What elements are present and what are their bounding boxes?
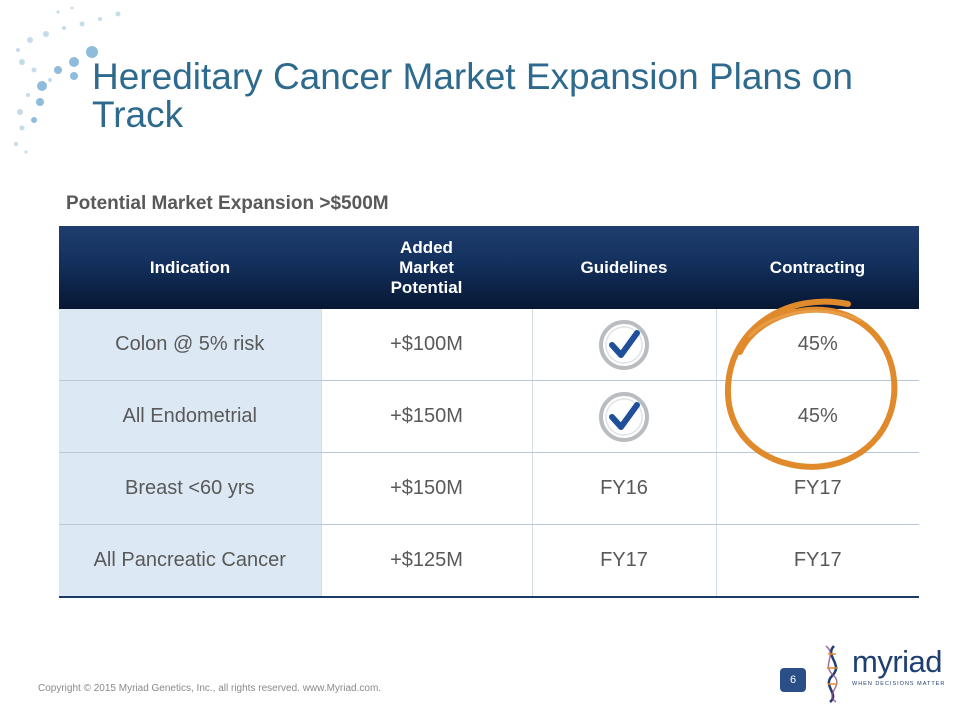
cell-market-potential: +$125M [321, 524, 533, 598]
table-row: Colon @ 5% risk +$100M 45% [59, 309, 919, 381]
checkmark-badge-icon [599, 319, 649, 370]
cell-contracting: 45% [716, 309, 919, 381]
cell-indication: Breast <60 yrs [59, 452, 322, 525]
table-row: All Pancreatic Cancer +$125M FY17 FY17 [59, 524, 919, 598]
table-header-row: Indication Added Market Potential Guidel… [59, 226, 919, 309]
cell-guidelines [532, 380, 717, 453]
column-header-indication: Indication [59, 226, 321, 309]
cell-contracting: 45% [716, 380, 919, 453]
table-row: Breast <60 yrs +$150M FY16 FY17 [59, 452, 919, 525]
page-title: Hereditary Cancer Market Expansion Plans… [92, 56, 853, 135]
cell-indication: All Endometrial [59, 380, 322, 453]
table-subtitle: Potential Market Expansion >$500M [66, 193, 389, 214]
market-expansion-table: Indication Added Market Potential Guidel… [59, 226, 919, 598]
cell-indication: All Pancreatic Cancer [59, 524, 322, 598]
cell-guidelines: FY17 [532, 524, 717, 598]
cell-market-potential: +$100M [321, 309, 533, 381]
copyright-footer: Copyright © 2015 Myriad Genetics, Inc., … [38, 683, 382, 694]
cell-contracting: FY17 [716, 524, 919, 598]
decorative-dots-icon [14, 6, 121, 154]
table-row: All Endometrial +$150M 45% [59, 380, 919, 453]
column-header-market-potential: Added Market Potential [321, 226, 532, 309]
checkmark-badge-icon [599, 391, 649, 442]
myriad-logo-helix-icon [825, 645, 838, 703]
column-header-contracting: Contracting [716, 226, 919, 309]
cell-indication: Colon @ 5% risk [59, 309, 322, 381]
page-number-badge: 6 [780, 668, 806, 692]
cell-market-potential: +$150M [321, 380, 533, 453]
myriad-logo-wordmark: myriad [852, 644, 943, 679]
cell-market-potential: +$150M [321, 452, 533, 525]
cell-contracting: FY17 [716, 452, 919, 525]
column-header-guidelines: Guidelines [532, 226, 716, 309]
myriad-logo-tagline: WHEN DECISIONS MATTER [852, 681, 946, 687]
cell-guidelines [532, 309, 717, 381]
cell-guidelines: FY16 [532, 452, 717, 525]
